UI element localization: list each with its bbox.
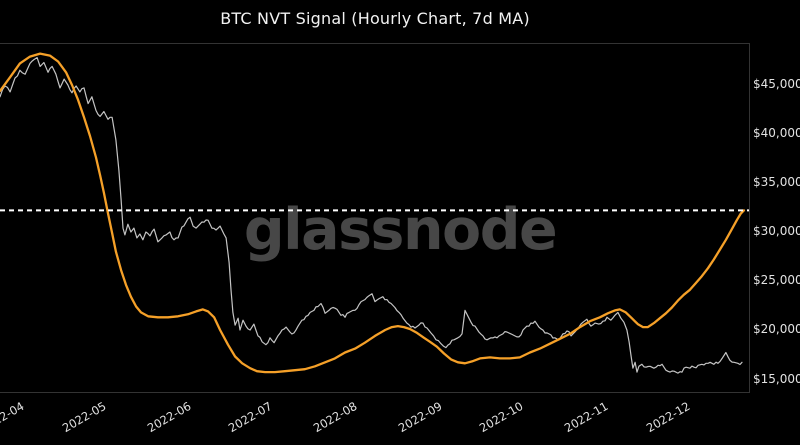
y-axis-tick-label: $35,000: [753, 175, 800, 190]
y-axis-tick-label: $15,000: [753, 371, 800, 386]
plot-area: [0, 43, 750, 393]
y-axis-tick-label: $25,000: [753, 273, 800, 288]
chart-title: BTC NVT Signal (Hourly Chart, 7d MA): [220, 9, 530, 28]
y-axis-tick-label: $30,000: [753, 224, 800, 239]
ma-line: [0, 52, 746, 374]
glassnode-watermark: glassnode: [243, 197, 558, 263]
price-line: [0, 57, 743, 374]
y-axis-tick-label: $45,000: [753, 77, 800, 92]
y-axis-tick-label: $20,000: [753, 322, 800, 337]
y-axis-tick-label: $40,000: [753, 126, 800, 141]
